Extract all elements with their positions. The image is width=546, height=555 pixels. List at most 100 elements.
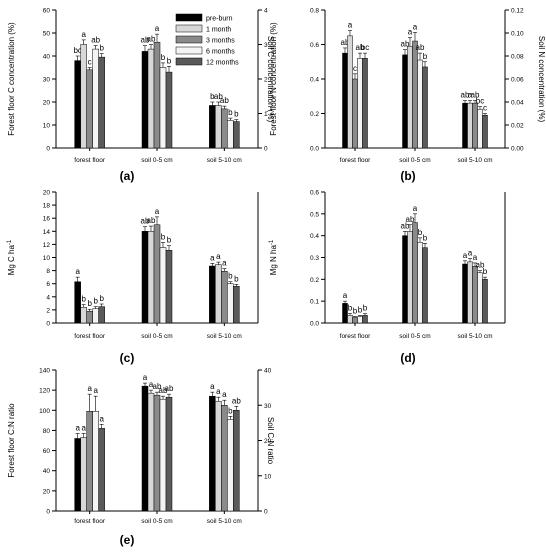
bar: [352, 317, 358, 324]
panel-caption: (e): [120, 533, 135, 547]
y2-tick-label: 2: [264, 77, 268, 84]
significance-letter: a: [99, 414, 104, 423]
significance-letter: ab: [141, 36, 150, 45]
significance-letter: b: [161, 53, 166, 62]
panel-b: 0.0 0.2 0.4 0.6 0.8 0.00 0.02 0.04 0.06 0.08 0.10 0…: [269, 8, 546, 184]
significance-letter: ab: [147, 35, 156, 44]
bar: [422, 66, 428, 149]
significance-letter: a: [348, 21, 353, 30]
x-tick-label: forest floor: [74, 333, 106, 340]
bar: [153, 41, 161, 149]
significance-letter: a: [210, 382, 215, 391]
bar: [141, 51, 149, 149]
significance-letter: ab: [461, 91, 470, 100]
significance-letter: ab: [214, 92, 223, 101]
significance-letter: a: [413, 204, 418, 213]
y-axis-label: Forest floor C concentration (%): [7, 22, 16, 136]
y2-tick-label: 0.08: [511, 54, 524, 61]
significance-letter: ab: [220, 96, 229, 105]
significance-letter: a: [222, 259, 227, 268]
y-tick-label: 80: [43, 428, 51, 435]
bar: [221, 405, 228, 512]
y-tick-label: 12: [43, 242, 51, 249]
significance-letter: a: [75, 267, 80, 276]
significance-letter: b: [418, 228, 423, 237]
bar: [147, 48, 155, 149]
legend-swatch: [175, 46, 203, 55]
y-tick-label: 0.0: [310, 146, 319, 153]
significance-letter: ab: [401, 40, 410, 49]
bar: [98, 306, 105, 324]
significance-letter: b: [228, 108, 233, 117]
bar: [165, 396, 173, 512]
bar: [482, 114, 488, 149]
significance-letter: b: [81, 295, 86, 304]
significance-letter: ab: [476, 261, 485, 270]
legend-label: 3 months: [206, 38, 235, 45]
bar: [407, 45, 413, 149]
significance-letter: c: [483, 104, 487, 113]
significance-letter: a: [473, 253, 478, 262]
x-tick-label: soil 0-5 cm: [141, 333, 172, 340]
bar: [347, 315, 353, 324]
significance-letter: b: [423, 52, 428, 61]
y2-tick-label: 1: [264, 111, 268, 118]
y-tick-label: 0.5: [310, 211, 319, 218]
bar: [92, 411, 99, 512]
y2-tick-label: 0.12: [511, 8, 524, 15]
bar: [165, 71, 173, 149]
significance-letter: ab: [406, 215, 415, 224]
legend-label: pre-burn: [206, 16, 233, 23]
significance-letter: ab: [147, 216, 156, 225]
y-tick-label: 4: [46, 294, 50, 301]
significance-letter: ab: [165, 384, 174, 393]
x-tick-label: forest floor: [340, 333, 372, 340]
significance-letter: bc: [361, 43, 369, 52]
bar: [159, 398, 167, 512]
bar: [74, 281, 81, 324]
bar: [402, 54, 408, 149]
y2-tick-label: 10: [264, 473, 272, 480]
y-tick-label: 140: [39, 368, 50, 375]
bar: [402, 235, 408, 324]
panel-a: 0 10 20 30 40 50 60 0 1 2 3 4 Forest floor C concent…: [7, 8, 275, 184]
bar: [221, 108, 228, 149]
bar: [342, 52, 348, 149]
legend-swatch: [175, 35, 203, 44]
y-tick-label: 120: [39, 388, 50, 395]
bar: [86, 411, 93, 512]
bar: [221, 271, 228, 324]
bar: [80, 307, 87, 324]
bar: [165, 250, 173, 324]
significance-letter: a: [216, 252, 221, 261]
bar: [209, 105, 216, 149]
bar: [362, 58, 368, 149]
bar: [357, 316, 363, 324]
bar: [357, 58, 363, 149]
bar: [342, 303, 348, 324]
y-tick-label: 0.0: [310, 321, 319, 328]
y2-axis-label: Soil C concentration (%): [266, 36, 275, 123]
bar: [362, 315, 368, 324]
x-tick-label: forest floor: [340, 157, 372, 164]
significance-letter: ab: [401, 221, 410, 230]
bar: [215, 264, 222, 324]
bar: [467, 102, 473, 149]
bar: [92, 48, 99, 149]
bar: [98, 56, 105, 149]
bar: [141, 231, 149, 324]
legend-label: 1 month: [206, 27, 231, 34]
bar: [227, 283, 234, 324]
significance-letter: b: [167, 56, 172, 65]
significance-letter: a: [81, 423, 86, 432]
bar: [209, 265, 216, 324]
significance-letter: bc: [73, 46, 81, 55]
y-tick-label: 40: [43, 54, 51, 61]
y-tick-label: 14: [43, 229, 51, 236]
significance-letter: b: [228, 406, 233, 415]
y-axis-label: Forest floor C:N ratio: [7, 403, 16, 478]
bar: [417, 59, 423, 149]
significance-letter: b: [99, 294, 104, 303]
y-tick-label: 2: [46, 307, 50, 314]
